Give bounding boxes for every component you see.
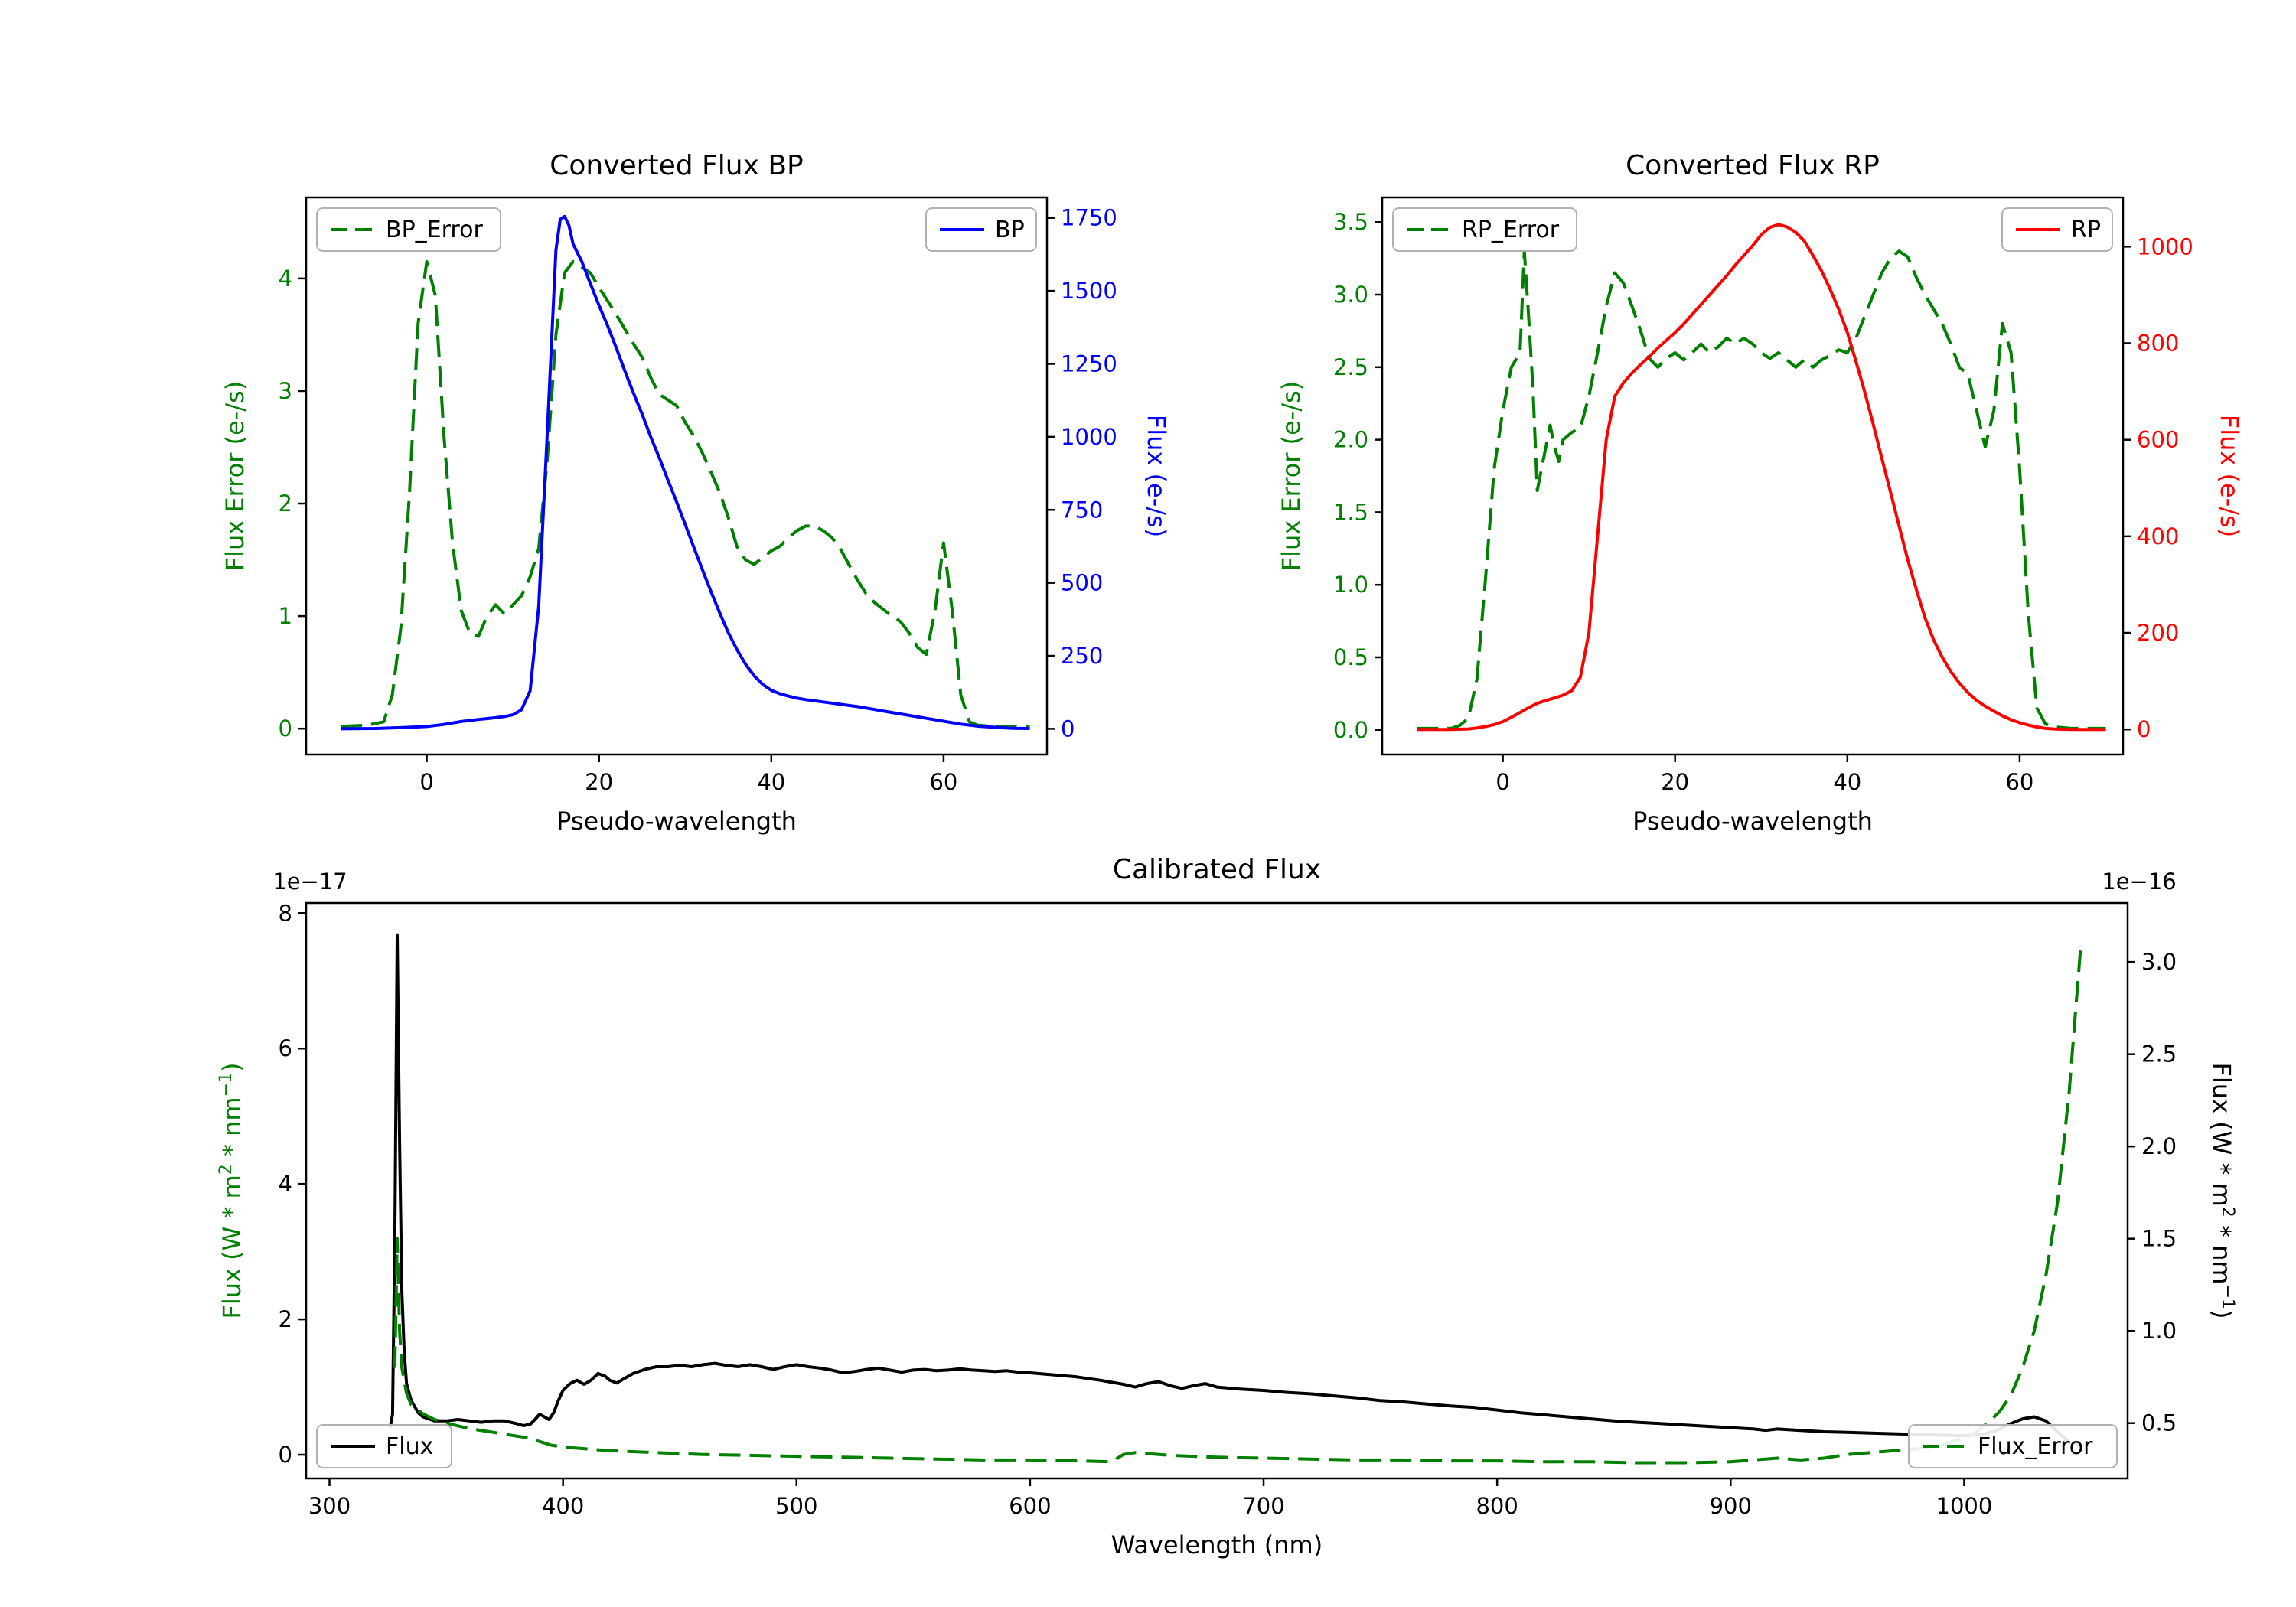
- y-tick-label-left: 4: [279, 1171, 292, 1197]
- y-tick-label-left: 6: [279, 1035, 292, 1061]
- legend-bp_error: BP_Error: [316, 207, 501, 252]
- series-line-bp_error: [340, 259, 1030, 729]
- x-axis-label-calibrated: Wavelength (nm): [1111, 1530, 1322, 1560]
- y-tick-label-left: 0.0: [1333, 717, 1368, 743]
- x-tick-label: 20: [585, 769, 613, 795]
- y-axis-label-left-bp: Flux Error (e-/s): [220, 381, 249, 572]
- x-tick-label: 40: [757, 769, 785, 795]
- legend-box: [1908, 1424, 2118, 1468]
- axis-offset-text-left: 1e−17: [272, 869, 347, 895]
- y-tick-label-left: 0: [279, 715, 292, 742]
- y-axis-label-right-rp: Flux (e-/s): [2215, 415, 2244, 537]
- legend-label: Flux: [386, 1433, 433, 1460]
- y-tick-label-right: 500: [1061, 570, 1103, 596]
- legend-label: RP: [2071, 217, 2101, 243]
- legend-box: [1392, 207, 1577, 252]
- y-tick-label-left: 0.5: [1333, 644, 1368, 670]
- legend-label: BP: [995, 217, 1025, 243]
- y-tick-label-right: 2.0: [2141, 1133, 2177, 1159]
- x-tick-label: 900: [1710, 1493, 1752, 1519]
- x-tick-label: 600: [1009, 1493, 1051, 1519]
- series-line-flux_error: [393, 943, 2082, 1465]
- series-line-flux: [388, 933, 2082, 1446]
- legend-label: Flux_Error: [1978, 1433, 2093, 1460]
- legend-rp_error: RP_Error: [1392, 207, 1577, 252]
- x-tick-label: 400: [542, 1493, 584, 1519]
- x-tick-label: 20: [1661, 769, 1689, 795]
- legend-rp: RP: [2001, 207, 2113, 252]
- y-tick-label-left: 3: [279, 378, 292, 404]
- x-tick-label: 800: [1476, 1493, 1518, 1519]
- y-tick-label-right: 1750: [1061, 205, 1117, 231]
- y-tick-label-left: 1: [279, 603, 292, 629]
- y-axis-label-right-calibrated: Flux (W * m2 * nm−1): [2207, 1062, 2237, 1319]
- x-tick-label: 0: [419, 769, 433, 795]
- y-tick-label-left: 0: [279, 1442, 292, 1468]
- y-tick-label-right: 0: [2137, 716, 2151, 742]
- axes-spines-bp: [305, 196, 1049, 756]
- x-tick-label: 300: [308, 1493, 351, 1519]
- y-tick-label-right: 1500: [1061, 278, 1117, 304]
- legend-flux_error: Flux_Error: [1908, 1424, 2118, 1468]
- chart-calibrated: 300 400 500 600 700 800 900 1000 Wavelength (nm)…: [217, 869, 2237, 1560]
- x-tick-label: 0: [1495, 769, 1509, 795]
- y-tick-label-right: 1.5: [2141, 1226, 2177, 1252]
- y-tick-label-left: 1.5: [1333, 499, 1368, 525]
- y-tick-label-left: 3.5: [1333, 209, 1368, 235]
- legend-box: [316, 207, 501, 252]
- y-tick-label-right: 0: [1061, 715, 1075, 742]
- y-axis-label-left-rp: Flux Error (e-/s): [1277, 381, 1306, 572]
- y-tick-label-left: 8: [279, 900, 292, 926]
- chart-title-converted-flux-rp: Converted Flux RP: [1626, 150, 1880, 181]
- y-tick-label-right: 0.5: [2141, 1410, 2177, 1436]
- y-tick-label-right: 400: [2137, 523, 2179, 549]
- legend-label: RP_Error: [1462, 217, 1560, 243]
- y-tick-label-right: 200: [2137, 620, 2179, 646]
- x-tick-label: 60: [929, 769, 957, 795]
- x-axis-label-bp: Pseudo-wavelength: [556, 807, 797, 836]
- chart-bp: 0 20 40 60 Pseudo-wavelength 0 1 2 3 4 Flux Error …: [220, 196, 1171, 836]
- x-axis-label-rp: Pseudo-wavelength: [1632, 807, 1873, 836]
- series-line-rp: [1417, 223, 2106, 732]
- series-line-rp_error: [1417, 249, 2106, 730]
- y-axis-label-left-calibrated: Flux (W * m2 * nm−1): [217, 1062, 246, 1319]
- legend-flux: Flux: [316, 1424, 452, 1468]
- y-tick-label-right: 750: [1061, 497, 1103, 523]
- y-tick-label-left: 4: [279, 266, 292, 292]
- y-tick-label-left: 2.5: [1333, 354, 1368, 380]
- y-tick-label-right: 2.5: [2141, 1041, 2177, 1068]
- y-tick-label-left: 1.0: [1333, 572, 1368, 598]
- y-tick-label-right: 800: [2137, 331, 2179, 357]
- y-tick-label-right: 1250: [1061, 350, 1117, 376]
- x-tick-label: 500: [775, 1493, 817, 1519]
- y-tick-label-right: 250: [1061, 643, 1103, 669]
- y-tick-label-right: 1.0: [2141, 1318, 2177, 1344]
- y-tick-label-left: 2.0: [1333, 427, 1368, 453]
- x-tick-label: 1000: [1936, 1493, 1993, 1519]
- axes-spines-calibrated: [305, 901, 2129, 1480]
- y-tick-label-right: 1000: [2137, 233, 2193, 259]
- chart-title-converted-flux-bp: Converted Flux BP: [550, 150, 804, 181]
- y-tick-label-right: 1000: [1061, 424, 1117, 450]
- y-tick-label-left: 2: [279, 491, 292, 517]
- series-line-bp: [340, 214, 1030, 731]
- x-tick-label: 60: [2005, 769, 2033, 795]
- axes-spines-rp: [1381, 196, 2125, 756]
- y-tick-label-right: 3.0: [2141, 949, 2177, 975]
- x-tick-label: 40: [1833, 769, 1861, 795]
- chart-title-calibrated-flux: Calibrated Flux: [1112, 854, 1322, 885]
- chart-rp: 0 20 40 60 Pseudo-wavelength 0.0 0.5 1.0 1.5 2.0 2…: [1277, 196, 2244, 836]
- x-tick-label: 700: [1242, 1493, 1284, 1519]
- legend-bp: BP: [925, 207, 1037, 252]
- y-axis-label-right-bp: Flux (e-/s): [1142, 415, 1171, 537]
- legend-box: [316, 1424, 452, 1468]
- y-tick-label-left: 3.0: [1333, 282, 1368, 308]
- y-tick-label-right: 600: [2137, 427, 2179, 453]
- y-tick-label-left: 2: [279, 1306, 292, 1332]
- legend-label: BP_Error: [386, 217, 483, 243]
- axis-offset-text-right: 1e−16: [2102, 869, 2177, 895]
